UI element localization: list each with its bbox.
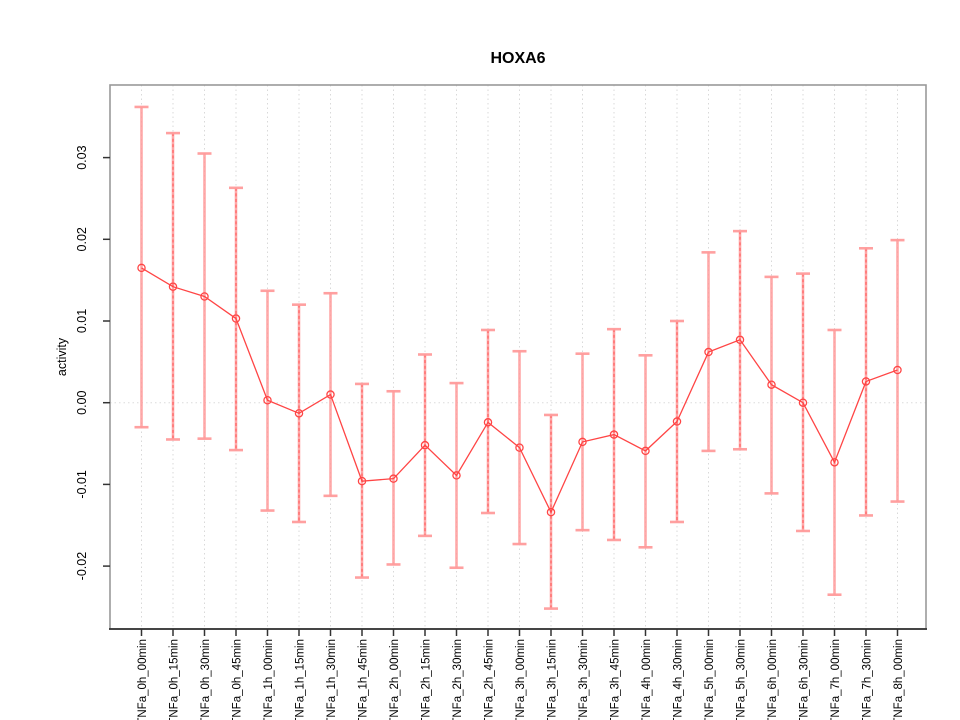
- x-category-label: TNFa_1h_15min: [295, 639, 307, 720]
- y-axis-title: activity: [55, 337, 69, 376]
- x-category-label: TNFa_7h_00min: [830, 639, 842, 720]
- x-category-label: TNFa_0h_45min: [232, 639, 244, 720]
- y-tick-label: 0.02: [75, 227, 89, 251]
- errorbar-line-chart: 0.03 0.02 0.01 0.00 -0.01 -0.02 TNFa_0h_00min T…: [40, 16, 927, 720]
- x-category-label: TNFa_2h_30min: [452, 639, 464, 720]
- x-category-label: TNFa_3h_30min: [578, 639, 590, 720]
- x-category-label: TNFa_0h_00min: [137, 639, 149, 720]
- data-point-marker: [389, 474, 398, 483]
- data-point-marker: [200, 292, 209, 301]
- data-point-marker: [861, 377, 871, 386]
- x-category-label: TNFa_1h_45min: [358, 639, 370, 720]
- x-category-label: TNFa_2h_45min: [484, 639, 496, 720]
- x-category-label: TNFa_5h_00min: [704, 639, 716, 720]
- y-tick-label: 0.03: [75, 145, 89, 169]
- data-point-marker: [767, 380, 776, 389]
- data-point-marker: [641, 446, 650, 456]
- x-category-label: TNFa_0h_15min: [169, 639, 181, 720]
- x-category-label: TNFa_3h_00min: [515, 639, 527, 720]
- data-point-marker: [704, 347, 713, 357]
- x-category-label: TNFa_7h_30min: [862, 639, 874, 720]
- y-tick-label: 0.01: [75, 309, 89, 333]
- x-category-label: TNFa_2h_15min: [421, 639, 433, 720]
- y-tick-label: 0.00: [75, 390, 89, 414]
- data-point-marker: [672, 417, 682, 426]
- series-line: [141, 267, 898, 514]
- data-point-marker: [168, 282, 178, 291]
- data-point-marker: [420, 440, 430, 450]
- data-point-marker: [735, 335, 745, 345]
- x-category-label: TNFa_6h_30min: [799, 639, 811, 720]
- x-category-label: TNFa_1h_00min: [263, 639, 275, 720]
- x-category-label: TNFa_2h_00min: [389, 639, 401, 720]
- x-category-label: TNFa_4h_00min: [641, 639, 653, 720]
- data-point-marker: [798, 398, 808, 407]
- data-point-marker: [609, 430, 619, 439]
- data-point-marker: [578, 437, 587, 447]
- x-category-label: TNFa_1h_30min: [326, 639, 338, 720]
- x-category-label: TNFa_6h_00min: [767, 639, 779, 720]
- data-point-marker: [294, 409, 304, 418]
- x-category-label: TNFa_3h_45min: [610, 639, 622, 720]
- y-tick-label: -0.01: [75, 470, 89, 499]
- x-category-label: TNFa_4h_30min: [673, 639, 685, 720]
- data-point-marker: [515, 443, 524, 452]
- data-point-marker: [263, 395, 272, 405]
- x-category-label: TNFa_8h_00min: [893, 639, 905, 720]
- chart-title: HOXA6: [490, 50, 545, 67]
- data-point-marker: [893, 365, 902, 375]
- chart-canvas: 0.03 0.02 0.01 0.00 -0.01 -0.02 TNFa_0h_00min T…: [55, 50, 927, 720]
- x-category-label: TNFa_3h_15min: [547, 639, 559, 720]
- y-tick-label: -0.02: [75, 552, 89, 581]
- data-point-marker: [231, 314, 241, 323]
- x-category-label: TNFa_5h_30min: [736, 639, 748, 720]
- data-point-marker: [830, 458, 839, 467]
- x-category-label: TNFa_0h_30min: [200, 639, 212, 720]
- data-point-marker: [452, 471, 461, 480]
- data-point-marker: [326, 390, 335, 399]
- data-point-marker: [546, 507, 556, 517]
- data-point-marker: [357, 476, 367, 486]
- data-point-marker: [483, 418, 493, 427]
- data-point-marker: [137, 263, 146, 273]
